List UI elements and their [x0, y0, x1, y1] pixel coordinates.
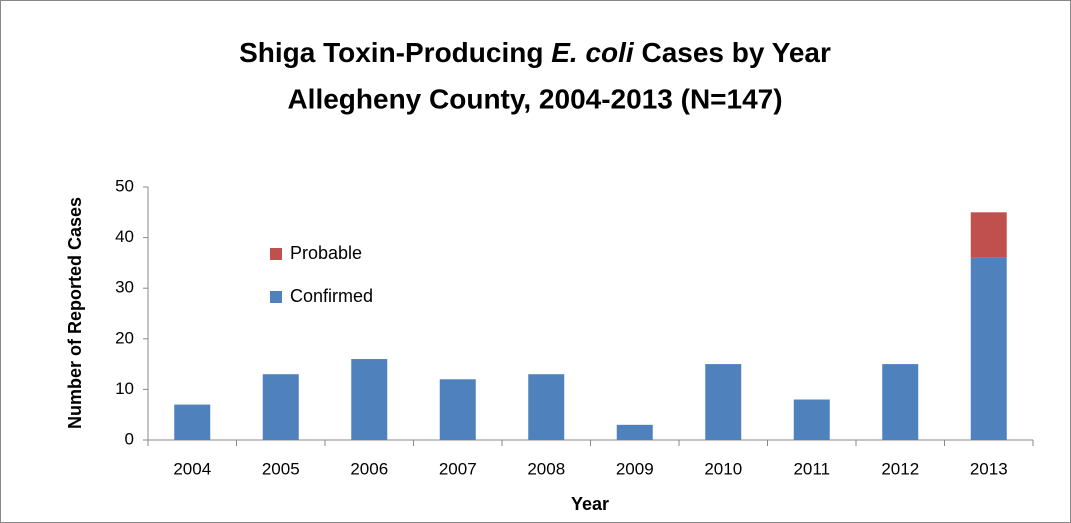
bar-segment [616, 424, 653, 440]
legend-swatch [270, 248, 282, 260]
y-tick-label: 30 [115, 278, 134, 297]
x-tick-label: 2012 [881, 459, 919, 478]
chart-subtitle: Allegheny County, 2004-2013 (N=147) [287, 83, 782, 114]
bar-segment [528, 374, 565, 440]
bar-segment [174, 404, 211, 440]
y-tick-label: 50 [115, 176, 134, 195]
bar-segment [351, 359, 388, 440]
x-tick-label: 2004 [173, 459, 211, 478]
bar-segment [439, 379, 476, 440]
bar-segment [882, 364, 919, 440]
bar-segment [705, 364, 742, 440]
bar-segment [262, 374, 299, 440]
y-axis-label: Number of Reported Cases [65, 197, 85, 429]
x-tick-label: 2008 [527, 459, 565, 478]
y-tick-label: 40 [115, 227, 134, 246]
bar-segment [970, 257, 1007, 440]
x-tick-label: 2010 [704, 459, 742, 478]
y-tick-label: 0 [125, 429, 134, 448]
legend-swatch [270, 291, 282, 303]
x-tick-label: 2013 [970, 459, 1008, 478]
x-tick-label: 2007 [439, 459, 477, 478]
x-tick-label: 2011 [793, 459, 830, 478]
bar-segment [970, 212, 1007, 258]
x-tick-label: 2006 [350, 459, 388, 478]
x-axis-label: Year [571, 494, 609, 514]
chart-title: Shiga Toxin-Producing E. coli Cases by Y… [239, 37, 831, 68]
bar-segment [793, 399, 830, 440]
y-tick-label: 20 [115, 328, 134, 347]
x-tick-label: 2005 [262, 459, 300, 478]
legend-label: Confirmed [290, 286, 373, 306]
y-tick-label: 10 [115, 379, 134, 398]
legend-label: Probable [290, 243, 362, 263]
x-tick-label: 2009 [616, 459, 654, 478]
